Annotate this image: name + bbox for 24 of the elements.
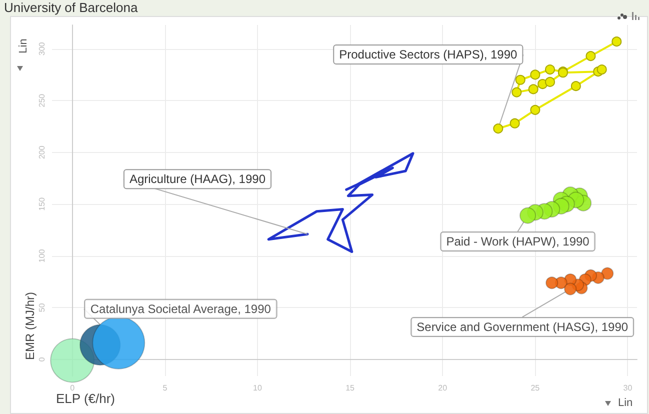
x-tick-label: 0 (70, 384, 76, 392)
text: Agriculture (HAAG), 1990 (129, 172, 266, 186)
y-tick-label: 100 (38, 248, 46, 263)
series-label: Paid - Work (HAPW), 1990 (446, 234, 590, 249)
series-label: Catalunya Societal Average, 1990 (90, 302, 272, 316)
y-tick-label: 300 (38, 42, 46, 56)
y-tick-label: 200 (38, 145, 46, 160)
y-tick-label: 0 (38, 356, 46, 362)
x-axis-title: ELP (€/hr) (56, 391, 116, 406)
x-tick-label: 5 (162, 384, 168, 392)
series-label: Productive Sectors (HAPS), 1990 (339, 48, 518, 62)
text: Lin (618, 397, 633, 409)
x-tick-label: 30 (623, 384, 633, 392)
y-tick-label: 150 (38, 196, 46, 211)
text: Service and Government (HASG), 1990 (416, 320, 628, 334)
x-tick-label: 15 (346, 384, 356, 392)
text: Lin (17, 38, 30, 54)
text: University of Barcelona (4, 0, 138, 15)
x-tick-label: 10 (253, 384, 262, 392)
x-tick-label: 20 (438, 384, 448, 392)
y-tick-label: 250 (38, 93, 46, 108)
y-tick-label: 50 (38, 302, 46, 312)
x-tick-label: 25 (530, 384, 540, 392)
y-axis-title: EMR (MJ/hr) (23, 292, 37, 360)
